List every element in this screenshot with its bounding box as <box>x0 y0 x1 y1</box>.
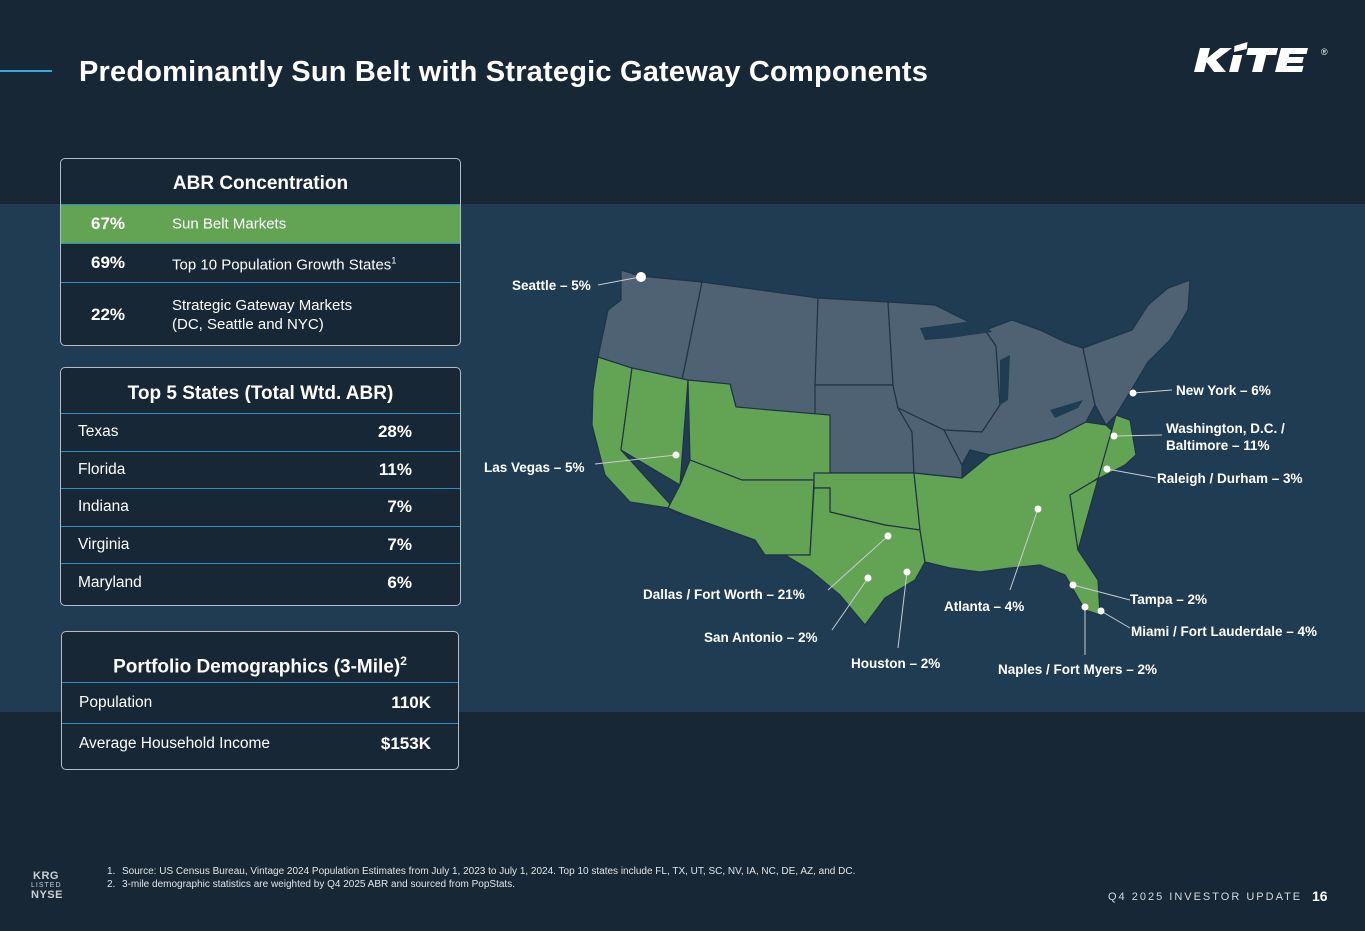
leader-san-antonio <box>831 577 869 631</box>
city-label-new-york: New York – 6% <box>1176 383 1271 398</box>
logo-letter-i <box>1229 42 1248 72</box>
leader-houston <box>897 571 908 649</box>
footnote-ref: 2 <box>400 654 407 668</box>
demographic-value: $153K <box>380 733 431 753</box>
leader-atlanta <box>1009 508 1039 591</box>
state-value: 7% <box>387 497 412 517</box>
top-states-panel: Top 5 States (Total Wtd. ABR) Texas 28% … <box>60 367 461 606</box>
pin-miami <box>1097 607 1105 615</box>
leader-tampa <box>1072 584 1131 601</box>
abr-row-sun-belt: 67% Sun Belt Markets <box>61 205 460 244</box>
state-name: Maryland <box>78 574 142 592</box>
state-value: 11% <box>378 459 412 479</box>
demographic-value: 110K <box>391 692 431 712</box>
kite-logo: ® <box>1194 42 1328 72</box>
pin-tampa <box>1069 581 1077 589</box>
leader-seattle <box>597 276 641 286</box>
abr-row-growth-states: 69% Top 10 Population Growth States1 <box>61 244 460 283</box>
map-region-northeast <box>1082 279 1191 426</box>
abr-pct: 67% <box>91 214 126 233</box>
state-row: Virginia 7% <box>61 527 460 565</box>
state-value: 28% <box>377 422 412 442</box>
footnote-ref: 1 <box>391 255 397 266</box>
state-name: Texas <box>78 423 119 441</box>
state-value: 7% <box>387 535 412 555</box>
state-value: 6% <box>387 573 412 593</box>
abr-label: Strategic Gateway Markets (DC, Seattle a… <box>172 297 353 333</box>
state-row: Texas 28% <box>61 414 460 452</box>
city-label-tampa: Tampa – 2% <box>1130 592 1208 607</box>
footnote-1: 1. Source: US Census Bureau, Vintage 2024… <box>107 866 856 877</box>
map-region-texas <box>765 487 926 626</box>
city-label-dc: Washington, D.C. / Baltimore – 11% <box>1166 421 1285 453</box>
city-label-san-antonio: San Antonio – 2% <box>704 630 818 645</box>
abr-heading: ABR Concentration <box>61 159 460 205</box>
leader-miami <box>1100 610 1131 629</box>
map-lake-erie <box>1050 400 1083 418</box>
page-number: 16 <box>1312 888 1328 904</box>
abr-concentration-panel: ABR Concentration 67% Sun Belt Markets 6… <box>60 158 461 346</box>
state-name: Florida <box>78 460 126 478</box>
pin-naples <box>1081 603 1089 611</box>
map-lake-michigan <box>1000 355 1010 405</box>
footnotes: 1. Source: US Census Bureau, Vintage 2024… <box>107 865 855 891</box>
page-title: Predominantly Sun Belt with Strategic Ga… <box>79 56 929 88</box>
demographics-heading: Portfolio Demographics (3-Mile)2 <box>62 632 458 683</box>
logo-letter-t <box>1246 48 1279 72</box>
pin-raleigh <box>1103 465 1111 473</box>
demographic-row: Average Household Income $153K <box>62 724 458 765</box>
leader-raleigh <box>1106 468 1157 479</box>
state-row: Maryland 6% <box>61 564 460 602</box>
map-lake-superior <box>920 320 992 340</box>
abr-pct: 69% <box>91 253 126 272</box>
city-label-las-vegas: Las Vegas – 5% <box>484 460 585 475</box>
leader-dc <box>1113 434 1163 437</box>
pin-atlanta <box>1034 505 1042 513</box>
city-label-raleigh: Raleigh / Durham – 3% <box>1157 471 1303 486</box>
logo-registered-mark: ® <box>1321 47 1328 57</box>
abr-pct: 22% <box>91 305 126 324</box>
portfolio-demographics-panel: Portfolio Demographics (3-Mile)2 Populat… <box>61 631 459 770</box>
abr-label: Sun Belt Markets <box>172 215 287 233</box>
pin-dallas <box>884 532 892 540</box>
pin-dc <box>1110 432 1118 440</box>
demographic-name: Average Household Income <box>79 734 271 752</box>
city-label-dallas: Dallas / Fort Worth – 21% <box>643 587 805 602</box>
state-name: Indiana <box>78 498 129 516</box>
map-region-southeast-coast <box>1069 414 1137 551</box>
pin-las-vegas <box>672 451 680 459</box>
states-heading: Top 5 States (Total Wtd. ABR) <box>61 368 460 414</box>
pin-new-york <box>1129 389 1137 397</box>
footnote-2: 2. 3-mile demographic statistics are weig… <box>107 879 515 890</box>
leader-dallas <box>827 535 889 591</box>
abr-label: Top 10 Population Growth States1 <box>172 255 397 274</box>
demographic-name: Population <box>79 693 153 711</box>
pin-san-antonio <box>864 574 872 582</box>
nyse-listing-badge: KRG LISTED NYSE <box>31 870 63 901</box>
state-row: Florida 11% <box>61 452 460 490</box>
pin-seattle <box>636 272 646 282</box>
footer-label: Q4 2025 INVESTOR UPDATE <box>1108 891 1303 903</box>
leader-las-vegas <box>594 454 677 465</box>
city-label-naples: Naples / Fort Myers – 2% <box>998 662 1158 677</box>
us-map <box>591 269 1191 655</box>
state-name: Virginia <box>78 536 130 554</box>
city-label-houston: Houston – 2% <box>851 656 941 671</box>
logo-letter-e <box>1275 48 1309 72</box>
map-region-south-central <box>913 421 1129 616</box>
map-region-dakotas <box>814 297 894 386</box>
city-label-miami: Miami / Fort Lauderdale – 4% <box>1131 624 1318 639</box>
abr-row-gateway: 22% Strategic Gateway Markets (DC, Seatt… <box>61 283 460 345</box>
logo-letter-k <box>1194 48 1233 72</box>
city-label-seattle: Seattle – 5% <box>512 278 591 293</box>
state-row: Indiana 7% <box>61 489 460 527</box>
title-accent-rule <box>0 70 52 72</box>
city-label-atlanta: Atlanta – 4% <box>944 599 1025 614</box>
pin-houston <box>903 568 911 576</box>
leader-new-york <box>1132 389 1173 394</box>
demographic-row: Population 110K <box>62 683 458 724</box>
